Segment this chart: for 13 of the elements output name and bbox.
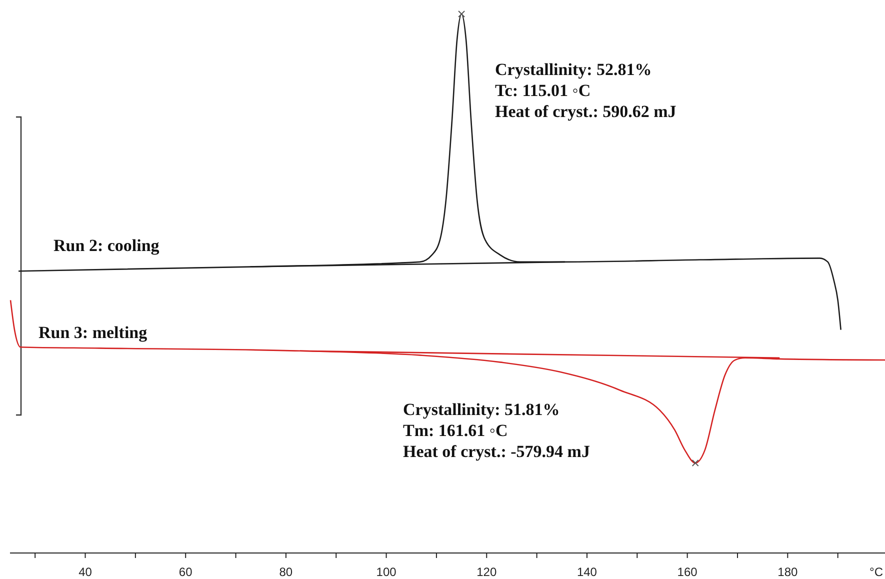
x-tick-label: 60 [178, 565, 193, 579]
x-tick-label: 80 [279, 565, 293, 579]
x-tick-label: 180 [778, 565, 798, 579]
x-tick-label: 140 [576, 565, 598, 579]
annotation: Crystallinity: 51.81% Tm: 161.61 ◦C Heat of cryst.: -579.94 mJ [403, 400, 590, 461]
x-tick-label: 40 [78, 565, 92, 579]
annotation: Crystallinity: 52.81% Tc: 115.01 ◦C Heat of cryst.: 590.62 mJ [495, 60, 677, 121]
x-axis-title: °C [870, 565, 884, 579]
series-label: Run 2: cooling [54, 236, 160, 256]
x-tick-label: 120 [476, 565, 497, 579]
series-label: Run 3: melting [38, 323, 148, 342]
x-tick-label: 160 [677, 565, 698, 579]
x-tick-label: 100 [376, 565, 397, 579]
